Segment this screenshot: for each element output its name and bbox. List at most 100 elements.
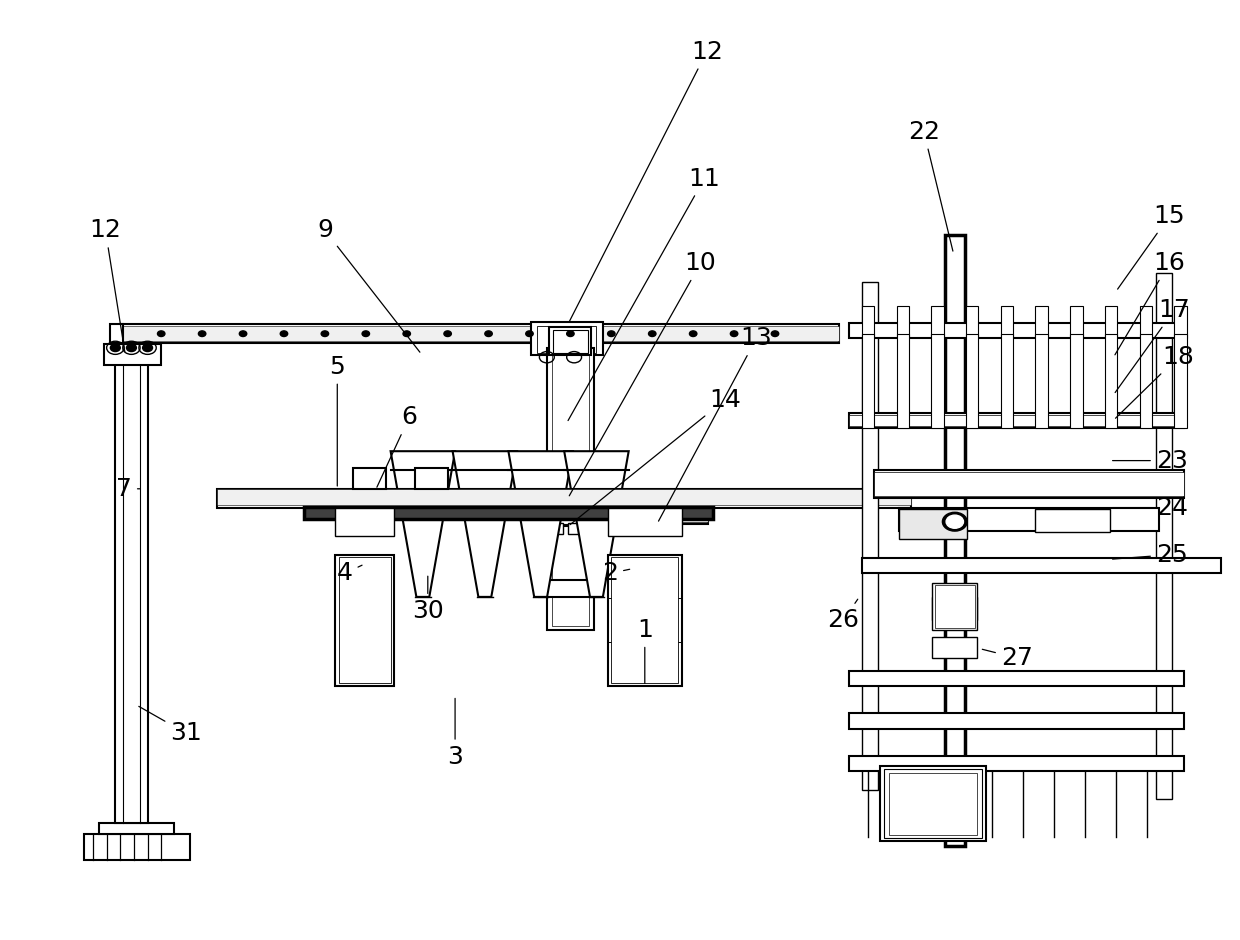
Bar	[899, 508, 1159, 531]
Bar	[932, 583, 977, 630]
Text: 10: 10	[569, 251, 717, 495]
Text: 23: 23	[1112, 448, 1188, 473]
Bar	[1001, 334, 1013, 428]
Bar	[862, 334, 874, 428]
Bar	[217, 489, 911, 505]
Text: 6: 6	[377, 405, 417, 487]
Text: 11: 11	[568, 166, 720, 420]
Circle shape	[689, 331, 697, 337]
Bar	[608, 508, 682, 536]
Text: 22: 22	[908, 119, 952, 251]
Bar	[84, 834, 190, 860]
Bar	[966, 306, 978, 338]
Bar	[1035, 509, 1110, 532]
Bar	[862, 306, 874, 338]
Text: 13: 13	[658, 326, 773, 521]
Bar	[120, 326, 839, 341]
Polygon shape	[564, 451, 629, 597]
Circle shape	[946, 515, 963, 528]
Bar	[932, 637, 977, 658]
Text: 27: 27	[982, 646, 1033, 670]
Bar	[608, 555, 682, 686]
Bar	[1070, 306, 1083, 338]
Bar	[1174, 306, 1187, 338]
Circle shape	[942, 512, 967, 531]
Bar	[99, 822, 174, 834]
Bar	[1001, 306, 1013, 338]
Text: 4: 4	[337, 561, 362, 586]
Polygon shape	[391, 451, 455, 597]
Bar	[931, 306, 944, 338]
Bar	[889, 773, 977, 835]
Bar	[874, 470, 1184, 498]
Bar	[568, 523, 580, 534]
Bar	[353, 468, 386, 489]
Bar	[547, 348, 594, 630]
Bar	[1105, 306, 1117, 338]
Bar	[110, 324, 123, 343]
Bar	[335, 555, 394, 686]
Polygon shape	[508, 451, 573, 597]
Circle shape	[485, 331, 492, 337]
Text: 12: 12	[89, 218, 125, 352]
Circle shape	[126, 344, 136, 352]
Circle shape	[362, 331, 370, 337]
Circle shape	[444, 331, 451, 337]
Circle shape	[157, 331, 165, 337]
Bar	[217, 489, 911, 508]
Bar	[884, 769, 982, 838]
Circle shape	[649, 331, 656, 337]
Text: 24: 24	[1112, 495, 1188, 520]
Bar	[542, 470, 601, 526]
Bar	[1105, 334, 1117, 428]
Circle shape	[567, 331, 574, 337]
Circle shape	[198, 331, 206, 337]
Bar	[931, 334, 944, 428]
Text: 25: 25	[1112, 542, 1188, 567]
Circle shape	[608, 331, 615, 337]
Circle shape	[280, 331, 288, 337]
Text: 12: 12	[569, 39, 723, 321]
Bar	[1070, 334, 1083, 428]
Text: 9: 9	[317, 218, 420, 352]
Bar	[1140, 306, 1152, 338]
Text: 1: 1	[637, 618, 652, 683]
Bar	[1156, 273, 1172, 799]
Circle shape	[771, 331, 779, 337]
Bar	[553, 330, 588, 352]
Bar	[551, 523, 563, 534]
Bar	[304, 507, 713, 519]
Bar	[549, 327, 591, 355]
Circle shape	[110, 344, 120, 352]
Bar	[849, 323, 1184, 338]
Bar	[932, 597, 977, 620]
Bar	[945, 235, 965, 846]
Bar	[339, 557, 391, 683]
Polygon shape	[453, 451, 517, 597]
Bar	[335, 508, 394, 536]
Bar	[1035, 306, 1048, 338]
Circle shape	[730, 331, 738, 337]
Bar	[594, 510, 708, 524]
Text: 16: 16	[1115, 251, 1185, 354]
Text: 26: 26	[827, 599, 859, 633]
Bar	[594, 512, 708, 522]
Text: 3: 3	[448, 698, 463, 769]
Bar	[849, 671, 1184, 686]
Bar	[1174, 334, 1187, 428]
Bar	[862, 282, 878, 790]
Text: 14: 14	[570, 387, 742, 525]
Bar	[120, 324, 839, 343]
Bar	[531, 322, 603, 355]
Bar	[899, 509, 967, 539]
Circle shape	[321, 331, 329, 337]
Bar	[115, 362, 148, 822]
Bar	[611, 557, 678, 683]
Text: 7: 7	[117, 477, 140, 501]
Circle shape	[239, 331, 247, 337]
Bar	[849, 413, 1184, 428]
Bar	[849, 713, 1184, 728]
Text: 15: 15	[1117, 204, 1185, 290]
Circle shape	[526, 331, 533, 337]
Bar	[862, 558, 1221, 573]
